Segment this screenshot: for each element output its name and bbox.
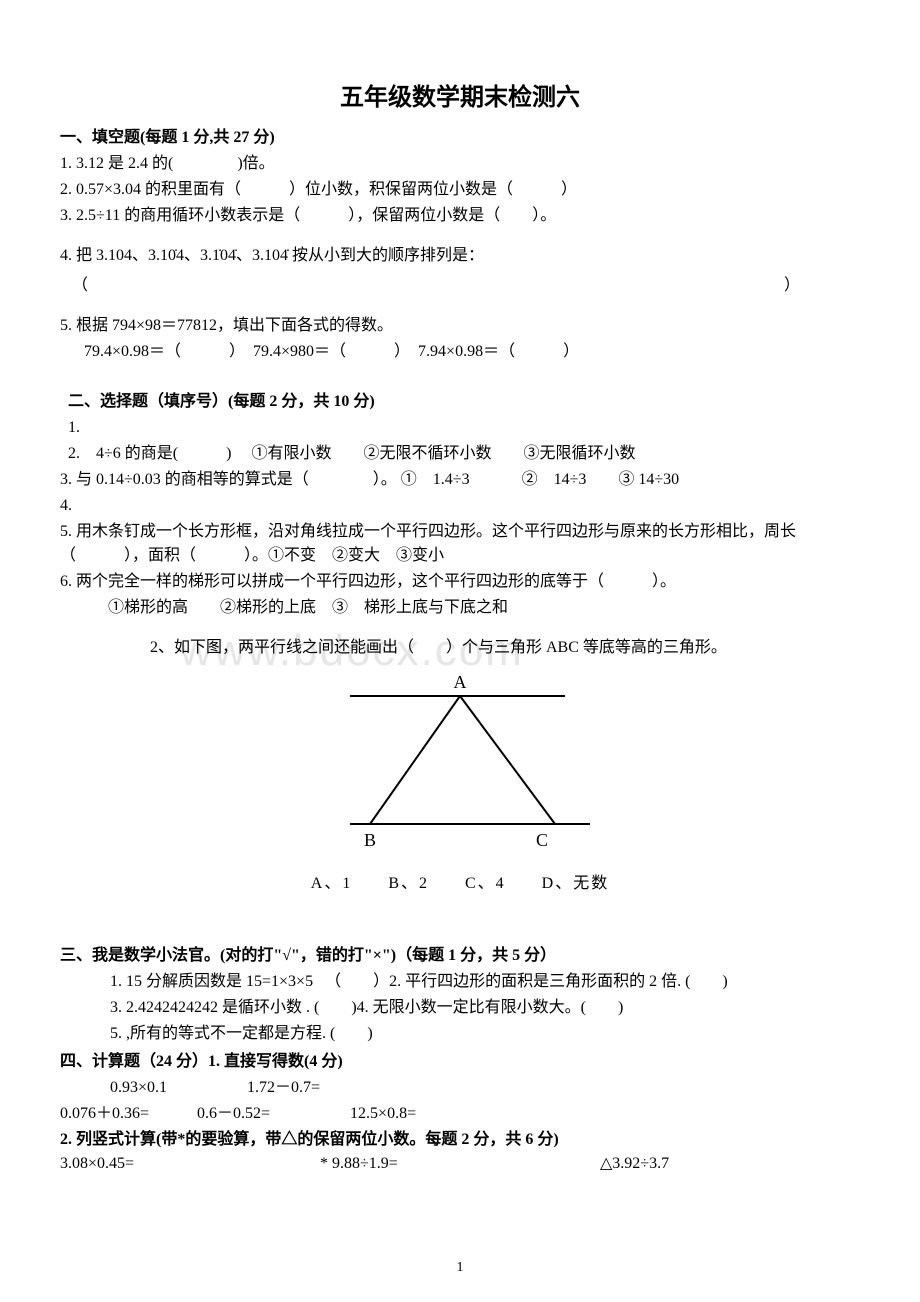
- figure-choices: A、1 B、2 C、4 D、无数: [60, 872, 860, 896]
- bracket-open: （: [60, 274, 88, 298]
- s1-q4-brackets: （ ）: [60, 274, 860, 298]
- section-1-head: 一、填空题(每题 1 分,共 27 分): [60, 126, 860, 150]
- label-a: A: [454, 674, 467, 692]
- triangle-figure: A B C: [60, 674, 860, 862]
- s4-l2: 0.076＋0.36= 0.6－0.52= 12.5×0.8=: [60, 1102, 860, 1126]
- s2-q1: 1.: [60, 416, 860, 440]
- s3-l2: 3. 2.4242424242 是循环小数 . ( )4. 无限小数一定比有限小…: [60, 996, 860, 1020]
- side-ab: [370, 696, 460, 824]
- side-ac: [460, 696, 555, 824]
- label-b: B: [364, 830, 376, 850]
- page-number: 1: [0, 1257, 920, 1278]
- triangle-svg: A B C: [310, 674, 610, 854]
- s4-head2: 2. 列竖式计算(带*的要验算，带△的保留两位小数。每题 2 分，共 6 分): [60, 1128, 860, 1152]
- s2-q4: 4.: [60, 494, 860, 518]
- figure-caption: 2、如下图，两平行线之间还能画出（ ）个与三角形 ABC 等底等高的三角形。: [60, 636, 860, 660]
- s2-q6b: ①梯形的高 ②梯形的上底 ③ 梯形上底与下底之和: [60, 596, 860, 620]
- s2-q5: 5. 用木条钉成一个长方形框，沿对角线拉成一个平行四边形。这个平行四边形与原来的…: [60, 520, 860, 568]
- s1-q1: 1. 3.12 是 2.4 的( )倍。: [60, 152, 860, 176]
- s1-q5a: 5. 根据 794×98＝77812，填出下面各式的得数。: [60, 314, 860, 338]
- s3-l3: 5. ,所有的等式不一定都是方程. ( ): [60, 1022, 860, 1046]
- s1-q3: 3. 2.5÷11 的商用循环小数表示是（ ），保留两位小数是（ ）。: [60, 204, 860, 228]
- section-4-head: 四、计算题（24 分）1. 直接写得数(4 分): [60, 1050, 860, 1074]
- document-body: 五年级数学期末检测六 一、填空题(每题 1 分,共 27 分) 1. 3.12 …: [60, 80, 860, 1176]
- s1-q2: 2. 0.57×3.04 的积里面有（ ）位小数，积保留两位小数是（ ）: [60, 178, 860, 202]
- s4-l3c: △3.92÷3.7: [600, 1152, 669, 1176]
- s1-q5b: 79.4×0.98＝（ ） 79.4×980＝（ ） 7.94×0.98＝（ ）: [60, 340, 860, 364]
- s2-q2: 2. 4÷6 的商是( ) ①有限小数 ②无限不循环小数 ③无限循环小数: [60, 442, 860, 466]
- s2-q3: 3. 与 0.14÷0.03 的商相等的算式是（ ）。 ① 1.4÷3 ② 14…: [60, 468, 860, 492]
- label-c: C: [536, 830, 548, 850]
- s4-l3b: * 9.88÷1.9=: [320, 1152, 600, 1176]
- s2-q6a: 6. 两个完全一样的梯形可以拼成一个平行四边形，这个平行四边形的底等于（ ）。: [60, 570, 860, 594]
- s4-l3: 3.08×0.45= * 9.88÷1.9= △3.92÷3.7: [60, 1152, 860, 1176]
- bracket-close: ）: [784, 274, 860, 298]
- page-title: 五年级数学期末检测六: [60, 80, 860, 116]
- s4-l3a: 3.08×0.45=: [60, 1152, 320, 1176]
- s1-q4: 4. 把 3.104、3.10̇4、3.1̇04̇、3.104̇ 按从小到大的顺…: [60, 244, 860, 268]
- section-3-head: 三、我是数学小法官。(对的打"√"，错的打"×")（每题 1 分，共 5 分）: [60, 944, 860, 968]
- section-2-head: 二、选择题（填序号）(每题 2 分，共 10 分): [60, 390, 860, 414]
- s4-l1: 0.93×0.1 1.72－0.7=: [60, 1076, 860, 1100]
- s3-l1: 1. 15 分解质因数是 15=1×3×5 （ ）2. 平行四边形的面积是三角形…: [60, 970, 860, 994]
